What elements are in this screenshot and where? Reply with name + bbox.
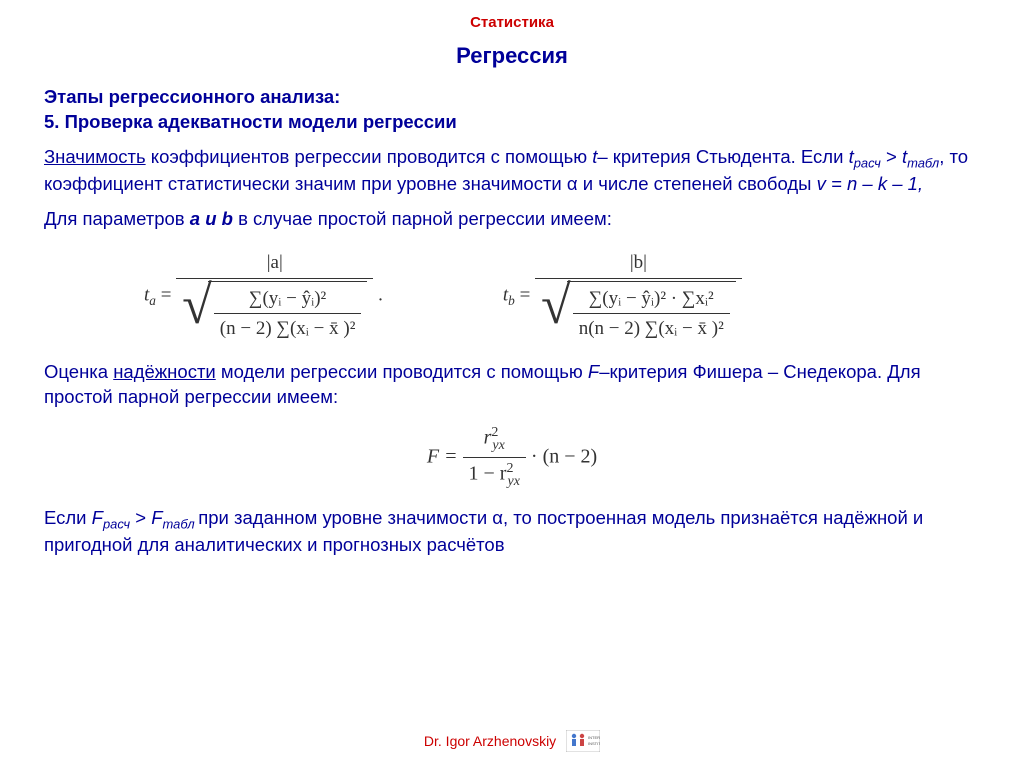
text: Для параметров <box>44 208 190 229</box>
fraction: r2yx 1 − r2yx <box>463 424 526 492</box>
inner-fraction: ∑(yᵢ − ŷᵢ)² · ∑xᵢ² n(n − 2) ∑(xᵢ − x̄ )² <box>573 286 730 342</box>
params-ab: a и b <box>190 208 233 229</box>
paragraph-params: Для параметров a и b в случае простой па… <box>44 207 980 232</box>
underlined-word: надёжности <box>113 361 216 382</box>
dof-expr: v = n – k – 1, <box>817 173 923 194</box>
gt-sign: > <box>130 507 151 528</box>
F-calc: F <box>92 507 103 528</box>
lhs-sub: b <box>508 293 515 308</box>
paragraph-conclusion: Если Fрасч > Fтабл при заданном уровне з… <box>44 506 980 558</box>
formula-F: F = r2yx 1 − r2yx · (n − 2) <box>44 424 980 492</box>
outer-fraction: |a| √ ∑(yᵢ − ŷᵢ)² (n − 2) ∑(xᵢ − x̄ )² <box>176 250 373 342</box>
gt-sign: > <box>881 146 902 167</box>
lhs-sub: a <box>149 293 156 308</box>
denominator: √ ∑(yᵢ − ŷᵢ)² · ∑xᵢ² n(n − 2) ∑(xᵢ − x̄ … <box>535 279 742 342</box>
sqrt: √ ∑(yᵢ − ŷᵢ)² (n − 2) ∑(xᵢ − x̄ )² <box>182 281 367 342</box>
footer: Dr. Igor Arzhenovskiy INTERNATIONAL INST… <box>0 730 1024 755</box>
section-heading: Этапы регрессионного анализа: 5. Проверк… <box>44 85 980 135</box>
sqrt-body: ∑(yᵢ − ŷᵢ)² (n − 2) ∑(xᵢ − x̄ )² <box>208 281 368 342</box>
inner-den: n(n − 2) ∑(xᵢ − x̄ )² <box>573 314 730 342</box>
section-line2: 5. Проверка адекватности модели регресси… <box>44 110 980 135</box>
text: – критерия Стьюдента. Если <box>597 146 848 167</box>
text: модели регрессии проводится с помощью <box>216 361 588 382</box>
text: Оценка <box>44 361 113 382</box>
sqrt-body: ∑(yᵢ − ŷᵢ)² · ∑xᵢ² n(n − 2) ∑(xᵢ − x̄ )² <box>567 281 736 342</box>
inner-den: (n − 2) ∑(xᵢ − x̄ )² <box>214 314 362 342</box>
outer-fraction: |b| √ ∑(yᵢ − ŷᵢ)² · ∑xᵢ² n(n − 2) ∑(xᵢ −… <box>535 250 742 342</box>
sub-tab: табл <box>907 156 939 171</box>
tail-dot: . <box>378 284 383 305</box>
F-tab: F <box>151 507 162 528</box>
svg-text:INSTITUTE: INSTITUTE <box>588 741 600 746</box>
text: в случае простой парной регрессии имеем: <box>233 208 612 229</box>
sub: yx <box>507 474 519 489</box>
F-symbol: F <box>588 361 599 382</box>
author-name: Dr. Igor Arzhenovskiy <box>424 733 556 749</box>
den-pre: 1 − r <box>469 463 507 485</box>
header-subject: Статистика <box>0 0 1024 31</box>
text: Если <box>44 507 92 528</box>
tail: · (n − 2) <box>531 446 597 468</box>
denominator: 1 − r2yx <box>463 458 526 492</box>
text: коэффициентов регрессии проводится с пом… <box>146 146 593 167</box>
section-line1: Этапы регрессионного анализа: <box>44 85 980 110</box>
formula-ta: ta = |a| √ ∑(yᵢ − ŷᵢ)² (n − 2) ∑(xᵢ − x̄… <box>144 250 383 342</box>
institute-logo-icon: INTERNATIONAL INSTITUTE <box>566 730 600 755</box>
inner-fraction: ∑(yᵢ − ŷᵢ)² (n − 2) ∑(xᵢ − x̄ )² <box>214 286 362 342</box>
sqrt: √ ∑(yᵢ − ŷᵢ)² · ∑xᵢ² n(n − 2) ∑(xᵢ − x̄ … <box>541 281 736 342</box>
sub-calc: расч <box>103 517 130 532</box>
sub-calc: расч <box>854 156 881 171</box>
underlined-word: Значимость <box>44 146 146 167</box>
paragraph-reliability: Оценка надёжности модели регрессии прово… <box>44 360 980 410</box>
inner-num: ∑(yᵢ − ŷᵢ)² <box>214 286 362 315</box>
sub: yx <box>492 438 504 453</box>
slide-content: Этапы регрессионного анализа: 5. Проверк… <box>0 85 1024 558</box>
page-title: Регрессия <box>0 43 1024 69</box>
svg-text:INTERNATIONAL: INTERNATIONAL <box>588 735 600 740</box>
eq: = <box>515 284 535 305</box>
denominator: √ ∑(yᵢ − ŷᵢ)² (n − 2) ∑(xᵢ − x̄ )² <box>176 279 373 342</box>
numerator: r2yx <box>463 424 526 459</box>
sub-tab: табл <box>163 517 199 532</box>
paragraph-significance: Значимость коэффициентов регрессии прово… <box>44 145 980 197</box>
formula-tb: tb = |b| √ ∑(yᵢ − ŷᵢ)² · ∑xᵢ² n(n − 2) ∑… <box>503 250 742 342</box>
lhs: F = <box>427 446 463 468</box>
formula-row-t: ta = |a| √ ∑(yᵢ − ŷᵢ)² (n − 2) ∑(xᵢ − x̄… <box>144 250 980 342</box>
inner-num: ∑(yᵢ − ŷᵢ)² · ∑xᵢ² <box>573 286 730 315</box>
eq: = <box>156 284 176 305</box>
